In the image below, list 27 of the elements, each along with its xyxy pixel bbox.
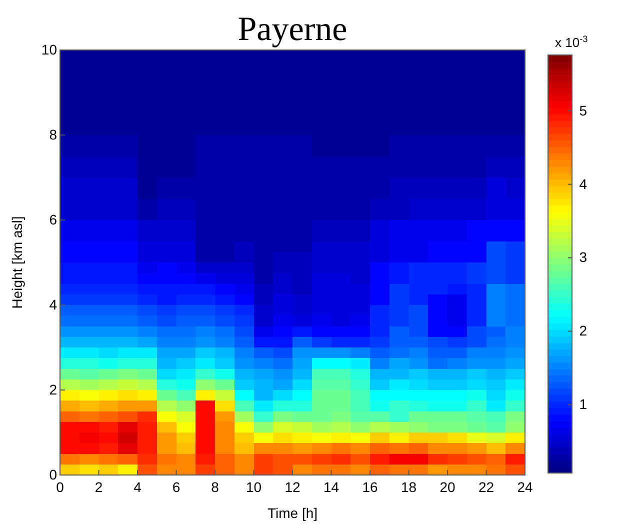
x-tick-label: 8 [211, 479, 220, 495]
color-bar-label: 2 [579, 322, 588, 339]
chart-title: Payerne [238, 11, 348, 48]
x-tick-label: 16 [362, 479, 378, 495]
x-tick-label: 18 [400, 479, 417, 495]
x-tick-label: 22 [478, 479, 494, 495]
x-tick-label: 2 [94, 479, 103, 495]
x-tick-label: 6 [172, 479, 180, 495]
y-tick-label: 0 [49, 466, 58, 482]
y-tick-label: 6 [49, 211, 58, 228]
x-axis-title: Time [h] [267, 505, 318, 521]
y-tick-label: 10 [41, 41, 58, 58]
x-tick-label: 14 [323, 479, 340, 495]
color-bar-label: 1 [579, 396, 588, 412]
color-bar-label: 5 [579, 102, 588, 118]
y-tick-label: 4 [49, 296, 58, 312]
y-axis-title: Height [km asl] [9, 216, 25, 309]
y-tick-label: 8 [49, 126, 58, 142]
x-tick-label: 4 [134, 479, 142, 495]
x-tick-label: 12 [284, 479, 300, 495]
color-bar-label: 4 [579, 176, 588, 192]
color-bar-title: x 10$^{-3}$ [555, 34, 588, 50]
color-bar-label: 3 [579, 249, 588, 266]
x-tick-label: 10 [246, 479, 262, 495]
x-tick-label: 20 [440, 479, 456, 495]
x-tick-label: 24 [517, 479, 533, 495]
y-tick-label: 2 [49, 381, 58, 398]
